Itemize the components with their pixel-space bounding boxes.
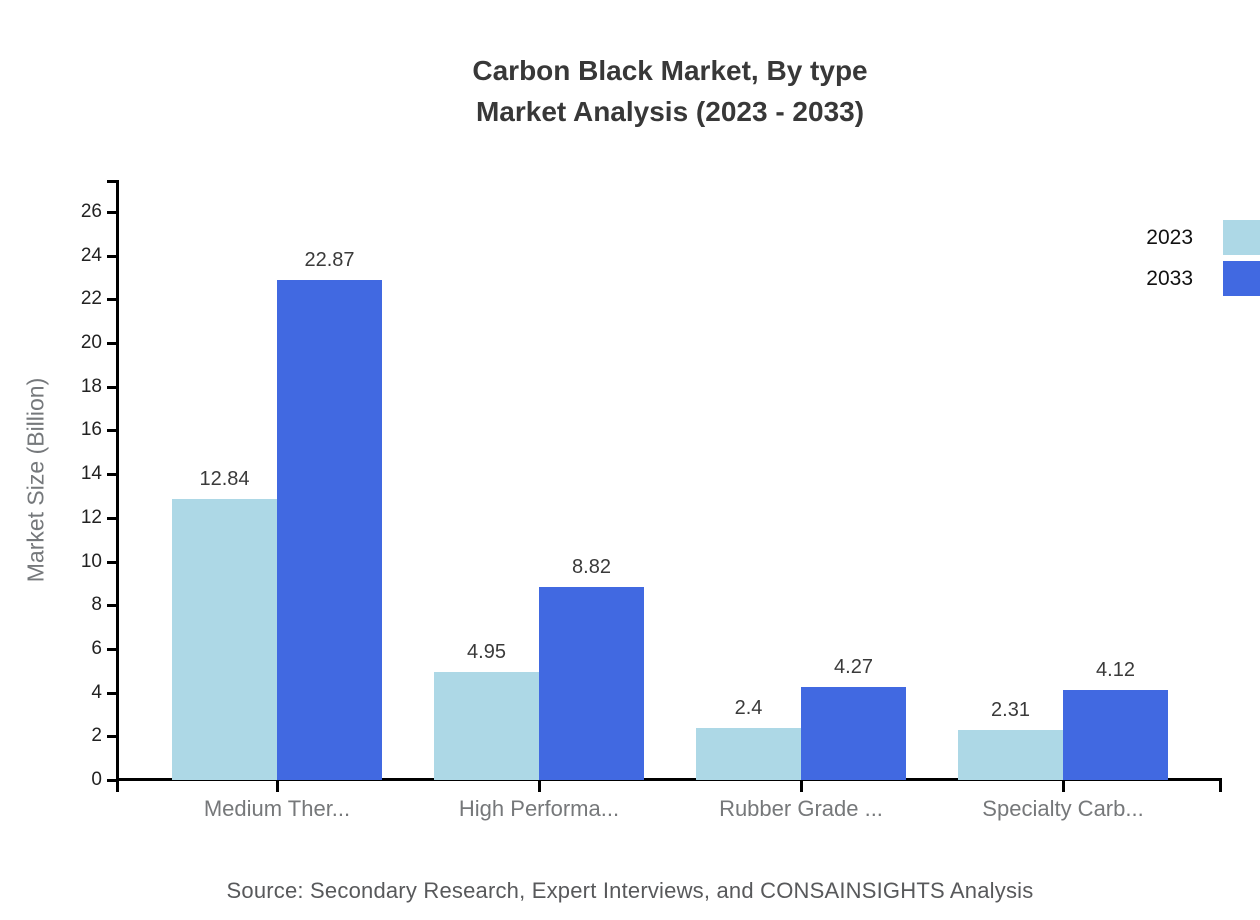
bar-value-label: 2.31 <box>991 698 1030 721</box>
y-tick <box>107 429 118 433</box>
y-tick-label: 20 <box>80 332 102 354</box>
y-tick <box>107 516 118 520</box>
x-category-label: Rubber Grade ... <box>719 796 883 821</box>
chart-title-line2: Market Analysis (2023 - 2033) <box>475 96 865 127</box>
y-tick-label: 8 <box>91 594 102 616</box>
bar-2023-2 <box>696 727 801 780</box>
source-note: Source: Secondary Research, Expert Inter… <box>226 878 1034 903</box>
y-tick <box>107 254 118 258</box>
y-tick-label: 14 <box>80 463 102 485</box>
bar-2023-3 <box>958 729 1063 780</box>
bar-value-label: 8.82 <box>572 556 611 579</box>
x-tick <box>800 781 803 792</box>
legend-item-2023: 2023 <box>1146 220 1260 255</box>
y-tick-label: 22 <box>80 288 102 310</box>
x-tick <box>276 781 279 792</box>
chart-title: Carbon Black Market, By type Market Anal… <box>118 50 1222 132</box>
y-tick-label: 2 <box>91 725 102 747</box>
bar-2023-0 <box>172 499 277 780</box>
y-tick-label: 4 <box>91 681 102 703</box>
legend-label-2023: 2023 <box>1146 225 1193 249</box>
bar-2033-3 <box>1063 689 1168 780</box>
y-tick <box>107 779 118 782</box>
bar-value-label: 2.4 <box>734 696 763 719</box>
bar-value-label: 12.84 <box>199 468 250 491</box>
y-tick <box>107 211 118 214</box>
x-axis-end-tick <box>1219 781 1222 792</box>
legend: 2023 2033 <box>1146 220 1260 302</box>
bar-value-label: 4.95 <box>467 640 506 663</box>
bar-2033-1 <box>539 587 644 780</box>
y-tick <box>107 691 118 695</box>
bar-2023-1 <box>434 671 539 780</box>
y-tick-label: 0 <box>91 769 102 790</box>
bar-value-label: 22.87 <box>304 249 355 272</box>
bar-2033-0 <box>277 280 382 780</box>
chart-title-line1: Carbon Black Market, By type <box>472 55 868 86</box>
x-category-label: Medium Ther... <box>203 796 351 821</box>
y-tick-label: 10 <box>80 550 102 572</box>
legend-item-2033: 2033 <box>1146 261 1260 296</box>
y-tick-label: 24 <box>80 244 102 266</box>
y-tick <box>107 560 118 564</box>
y-tick-label: 18 <box>80 375 102 397</box>
y-tick <box>107 298 118 302</box>
y-tick <box>107 647 118 651</box>
y-tick <box>107 385 118 389</box>
x-tick <box>1062 781 1065 792</box>
legend-swatch-2023 <box>1223 220 1260 255</box>
bar-value-label: 4.12 <box>1096 658 1135 681</box>
x-category-label: High Performa... <box>458 796 620 821</box>
y-tick <box>107 735 118 739</box>
y-tick <box>107 604 118 608</box>
legend-swatch-2033 <box>1223 261 1260 296</box>
y-tick-label: 6 <box>91 637 102 659</box>
legend-label-2033: 2033 <box>1146 266 1193 290</box>
x-tick <box>538 781 541 792</box>
x-axis-line <box>116 778 1222 781</box>
y-tick-label: 12 <box>80 506 102 528</box>
bar-2033-2 <box>801 686 906 780</box>
bar-value-label: 4.27 <box>834 655 873 678</box>
y-tick <box>107 473 118 477</box>
x-category-label: Specialty Carb... <box>982 796 1144 821</box>
y-axis-line <box>116 180 119 792</box>
y-tick-label: 16 <box>80 419 102 441</box>
y-axis-endcap-tick <box>107 180 118 183</box>
y-tick-label: 26 <box>80 201 102 222</box>
y-tick <box>107 342 118 346</box>
